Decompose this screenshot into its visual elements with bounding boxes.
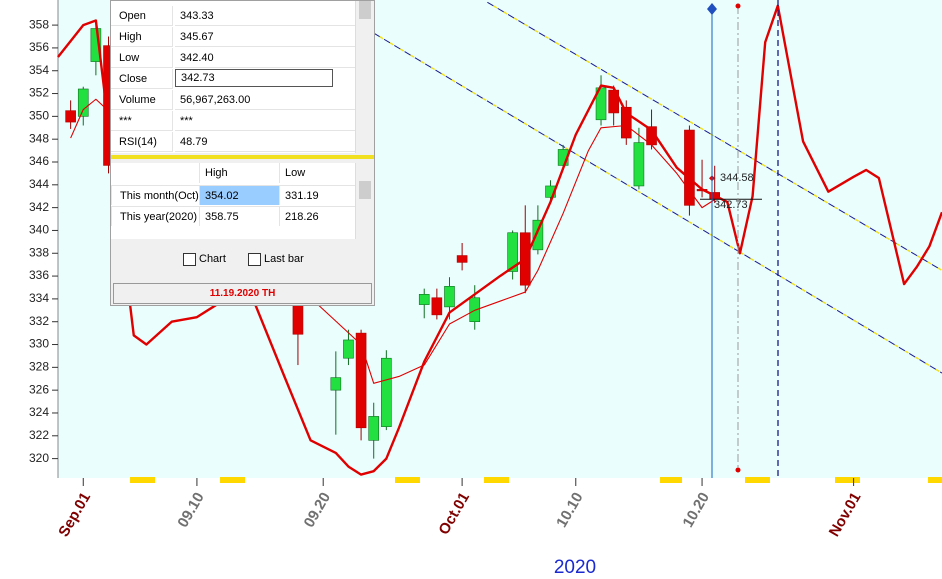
line-series <box>70 98 715 384</box>
scrollbar[interactable] <box>355 163 374 239</box>
range-value: 331.19 <box>279 185 359 205</box>
range-value: 358.75 <box>199 206 279 226</box>
checkbox[interactable] <box>248 253 261 266</box>
separator <box>111 155 374 159</box>
scrollbar[interactable] <box>355 1 374 153</box>
info-value: *** <box>175 111 355 131</box>
x-tick-label: Oct.01 <box>435 489 473 537</box>
range-header: High <box>199 163 279 183</box>
info-panel: Open 343.33 High 345.67 Low 342.40 Close 342.73… <box>110 0 375 306</box>
y-tick-label: 330 <box>29 337 49 351</box>
reference-dot <box>735 467 741 473</box>
y-tick-label: 348 <box>29 131 49 145</box>
checkbox-label[interactable]: Chart <box>199 253 226 265</box>
weekend-marker <box>835 477 860 483</box>
y-tick-label: 332 <box>29 314 49 328</box>
x-tick-label: Nov.01 <box>826 489 865 539</box>
y-tick-label: 354 <box>29 63 49 77</box>
candle-body <box>456 255 468 263</box>
range-label: This month(Oct) <box>111 185 199 205</box>
range-value: 354.02 <box>199 185 279 205</box>
candle-body <box>368 416 380 441</box>
x-tick-label: 10.10 <box>553 489 586 530</box>
candle-body <box>507 232 518 272</box>
y-tick-label: 328 <box>29 360 49 374</box>
candle-body <box>355 332 367 429</box>
y-tick-label: 342 <box>29 200 49 214</box>
candle-body <box>65 110 76 123</box>
info-label: *** <box>111 111 173 131</box>
reference-dot <box>735 3 741 9</box>
info-value: 342.40 <box>175 48 355 68</box>
info-label: Close <box>111 69 173 89</box>
price-label: 342.73 <box>714 199 748 211</box>
candle-body <box>532 219 544 251</box>
y-tick-label: 340 <box>29 223 49 237</box>
y-tick-label: 320 <box>29 451 49 465</box>
scroll-thumb[interactable] <box>359 181 371 199</box>
x-tick-label: 09.20 <box>301 489 334 530</box>
info-value: 343.33 <box>175 6 355 26</box>
candle-body <box>633 142 645 187</box>
checkbox[interactable] <box>183 253 196 266</box>
candle-body <box>330 377 342 391</box>
weekend-marker <box>660 477 682 483</box>
y-tick-label: 326 <box>29 382 49 396</box>
x-tick-label: 10.20 <box>679 489 712 530</box>
price-label: 344.58 <box>720 172 754 184</box>
y-tick-label: 358 <box>29 17 49 31</box>
candle-body <box>684 129 695 206</box>
trendline-highlight <box>486 1 942 272</box>
candle-body <box>418 294 430 305</box>
info-value: 56,967,263.00 <box>175 90 355 110</box>
x-tick-label: 09.10 <box>174 489 207 530</box>
y-tick-label: 334 <box>29 291 49 305</box>
y-tick-label: 324 <box>29 405 49 419</box>
date-bar: 11.19.2020 TH <box>113 283 372 304</box>
trendline <box>487 1 942 271</box>
y-tick-label: 350 <box>29 109 49 123</box>
candle-body <box>620 106 632 139</box>
candle-body <box>343 339 354 359</box>
info-label: Open <box>111 6 173 26</box>
y-tick-label: 346 <box>29 154 49 168</box>
x-tick-label: Sep.01 <box>55 489 94 539</box>
candle-body <box>292 304 304 335</box>
info-label: Volume <box>111 90 173 110</box>
y-tick-label: 352 <box>29 86 49 100</box>
info-value: 345.67 <box>175 27 355 47</box>
y-tick-label: 344 <box>29 177 49 191</box>
weekend-marker <box>928 477 942 483</box>
candle-body <box>77 88 89 117</box>
y-tick-label: 356 <box>29 40 49 54</box>
trendline-highlight <box>373 32 942 374</box>
weekend-marker <box>745 477 770 483</box>
range-label: This year(2020) <box>111 206 199 226</box>
y-tick-label: 338 <box>29 245 49 259</box>
info-table-bg <box>111 1 355 153</box>
scroll-thumb[interactable] <box>359 1 371 19</box>
info-value: 342.73 <box>175 69 333 87</box>
info-label: High <box>111 27 173 47</box>
candle-body <box>381 357 392 427</box>
x-axis-label: 2020 <box>554 557 596 578</box>
weekend-marker <box>395 477 420 483</box>
candle-body <box>431 297 443 316</box>
weekend-marker <box>484 477 509 483</box>
range-value: 218.26 <box>279 206 359 226</box>
trendline <box>373 32 942 374</box>
cursor-marker <box>707 3 717 15</box>
range-header: Low <box>279 163 359 183</box>
y-tick-label: 322 <box>29 428 49 442</box>
candle-body <box>444 286 455 308</box>
checkbox-label[interactable]: Last bar <box>264 253 304 265</box>
weekend-marker <box>130 477 155 483</box>
weekend-marker <box>220 477 245 483</box>
weekend-markers <box>130 477 942 483</box>
y-tick-label: 336 <box>29 268 49 282</box>
info-label: Low <box>111 48 173 68</box>
info-value: 48.79 <box>175 132 355 152</box>
info-label: RSI(14) <box>111 132 173 152</box>
